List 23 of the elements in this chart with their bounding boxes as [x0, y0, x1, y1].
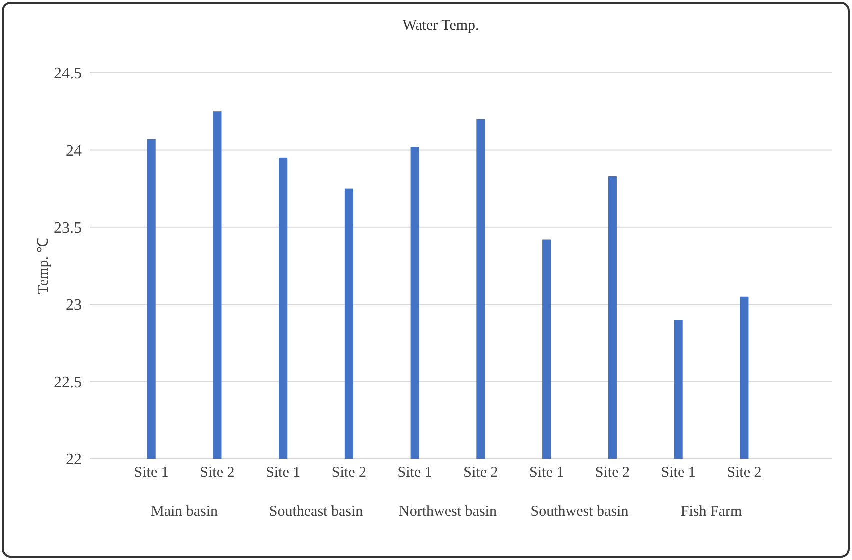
- text: Southeast basin: [269, 504, 364, 520]
- y-tick-label: 22: [66, 452, 82, 469]
- x-tick-label: Site 1: [398, 465, 432, 481]
- x-tick-label: Site 2: [464, 465, 498, 481]
- y-tick-label: 24.5: [54, 66, 82, 83]
- x-tick-label: Site 2: [595, 465, 630, 481]
- x-tick-label: Site 2: [727, 465, 762, 481]
- x-tick-label: Site 1: [266, 465, 301, 481]
- y-axis-title: Temp. ℃: [36, 238, 52, 294]
- text: Southwest basin: [530, 504, 630, 520]
- y-tick-label: 24: [66, 142, 82, 160]
- x-tick-label: Site 1: [661, 465, 696, 481]
- x-tick-label: Site 2: [200, 465, 235, 481]
- y-tick-label: 22.5: [54, 374, 82, 392]
- text: Northwest basin: [399, 504, 498, 520]
- y-tick-label: 23: [66, 297, 82, 314]
- x-tick-label: Site 2: [332, 465, 367, 481]
- x-tick-label: Site 1: [530, 465, 564, 481]
- x-tick-label: Site 1: [134, 465, 169, 481]
- chart-title: Water Temp.: [402, 18, 480, 34]
- text: Main basin: [150, 504, 219, 520]
- y-tick-label: 23.5: [54, 220, 82, 237]
- text: Fish Farm: [680, 504, 742, 520]
